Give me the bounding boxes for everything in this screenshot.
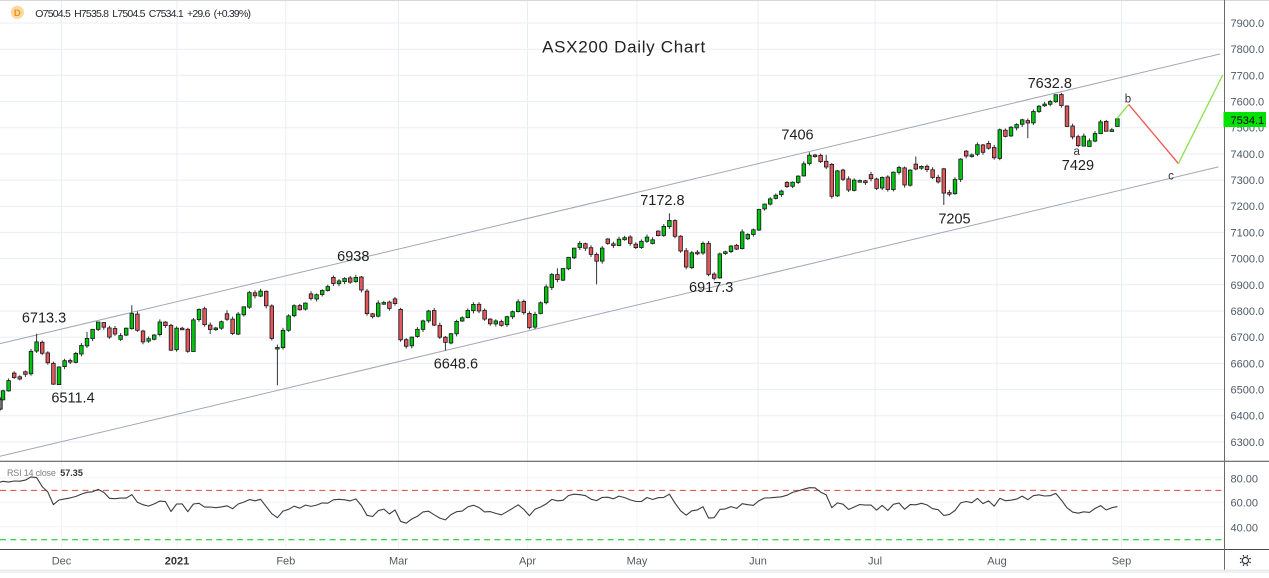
svg-text:6600.0: 6600.0 [1231,358,1265,370]
svg-text:7700.0: 7700.0 [1231,70,1265,82]
svg-text:60.00: 60.00 [1231,498,1259,510]
svg-text:O7504.5 H7535.8 L7504.5 C7534.: O7504.5 H7535.8 L7504.5 C7534.1 +29.6 (+… [35,8,250,20]
svg-text:6511.4: 6511.4 [51,390,94,406]
svg-text:b: b [1125,94,1131,106]
svg-text:Jul: Jul [868,556,882,568]
svg-text:Aug: Aug [987,556,1007,568]
svg-text:7300.0: 7300.0 [1231,175,1265,187]
svg-text:a: a [1073,146,1080,158]
svg-text:Dec: Dec [52,556,72,568]
svg-text:6917.3: 6917.3 [689,280,733,296]
svg-text:2021: 2021 [165,556,189,568]
svg-text:Apr: Apr [519,556,536,568]
svg-text:7900.0: 7900.0 [1231,18,1265,30]
svg-text:6500.0: 6500.0 [1231,385,1265,397]
svg-text:6938: 6938 [337,249,369,265]
svg-text:6900.0: 6900.0 [1231,280,1265,292]
svg-text:RSI 14 close: RSI 14 close [7,468,56,478]
svg-text:80.00: 80.00 [1231,473,1259,485]
svg-text:Sep: Sep [1112,556,1132,568]
svg-text:7632.8: 7632.8 [1028,76,1072,92]
svg-text:7100.0: 7100.0 [1231,227,1265,239]
svg-text:7534.1: 7534.1 [1231,115,1265,127]
svg-text:May: May [627,556,648,568]
svg-text:40.00: 40.00 [1231,522,1259,534]
svg-text:7000.0: 7000.0 [1231,254,1265,266]
svg-text:D: D [14,8,21,19]
svg-text:6713.3: 6713.3 [22,311,66,327]
svg-text:7429: 7429 [1062,158,1094,174]
svg-text:7400.0: 7400.0 [1231,149,1265,161]
svg-text:c: c [1168,171,1174,183]
svg-text:6400.0: 6400.0 [1231,411,1265,423]
svg-text:7205: 7205 [938,211,970,227]
svg-text:57.35: 57.35 [60,468,83,478]
svg-text:7800.0: 7800.0 [1231,44,1265,56]
svg-text:Jun: Jun [749,556,767,568]
svg-text:ASX200 Daily Chart: ASX200 Daily Chart [542,38,706,57]
svg-text:7600.0: 7600.0 [1231,97,1265,109]
svg-text:Feb: Feb [276,556,295,568]
svg-text:6800.0: 6800.0 [1231,306,1265,318]
svg-text:7172.8: 7172.8 [640,193,684,209]
svg-text:Mar: Mar [389,556,408,568]
svg-text:6700.0: 6700.0 [1231,332,1265,344]
svg-text:6648.6: 6648.6 [434,356,478,372]
svg-text:7406: 7406 [781,128,813,144]
svg-text:6300.0: 6300.0 [1231,437,1265,449]
svg-text:7200.0: 7200.0 [1231,201,1265,213]
